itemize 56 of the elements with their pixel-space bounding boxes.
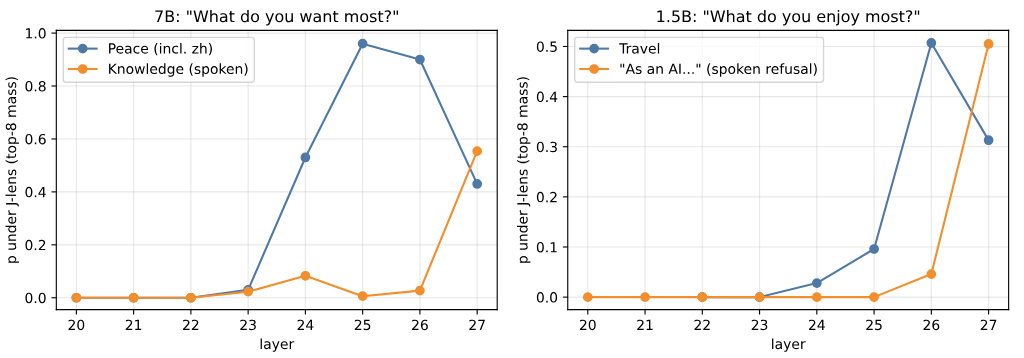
point (357, 38, 368, 49)
x-tick-label: 27 (469, 319, 485, 330)
point (415, 285, 425, 296)
x-axis-title: layer (260, 338, 295, 352)
point (640, 292, 650, 302)
legend-label: Peace (incl. zh) (109, 42, 212, 56)
point (811, 292, 822, 302)
x-tick-label: 23 (751, 319, 768, 331)
point (582, 292, 593, 302)
y-axis-title: p under J-lens (top-8 mass) (5, 77, 19, 263)
point (300, 270, 311, 281)
y-tick-label: 0.1 (536, 241, 557, 253)
y-tick-label: 0.3 (536, 141, 557, 153)
x-tick-label: 24 (297, 319, 314, 330)
x-axis-title: layer (772, 338, 806, 352)
x-tick-label: 26 (923, 319, 940, 331)
x-tick-label: 26 (412, 319, 428, 331)
x-tick-label: 27 (980, 319, 997, 330)
y-tick-label: 0.5 (536, 41, 557, 52)
point (869, 244, 879, 254)
point (415, 54, 425, 65)
y-tick-label: 0.2 (25, 239, 46, 251)
y-tick-label: 0.2 (536, 191, 557, 203)
chart-title: 1.5B: "What do you enjoy most?" (657, 9, 920, 26)
x-tick-label: 20 (68, 319, 85, 331)
point (983, 135, 994, 146)
point (472, 146, 483, 156)
x-tick-label: 21 (637, 319, 653, 330)
x-tick-label: 23 (240, 319, 256, 331)
y-axis-title: p under J-lens (top-8 mass) (516, 77, 531, 263)
legend-label: Knowledge (spoken) (109, 63, 248, 77)
point (811, 278, 822, 288)
point (472, 179, 483, 189)
x-tick-label: 22 (183, 319, 199, 330)
y-tick-label: 0.8 (25, 80, 46, 92)
x-tick-label: 22 (694, 319, 710, 330)
x-tick-label: 25 (866, 319, 882, 331)
x-tick-label: 20 (579, 319, 596, 331)
x-tick-label: 25 (354, 319, 371, 331)
chart-title: 7B: "What do you want most?" (155, 9, 398, 26)
point (983, 39, 994, 49)
legend-label: Travel (619, 42, 660, 54)
point (357, 291, 368, 302)
x-tick-label: 21 (125, 319, 142, 330)
y-tick-label: 0.4 (536, 91, 558, 103)
y-tick-label: 0.0 (536, 292, 558, 303)
y-tick-label: 0.6 (25, 133, 46, 145)
point (926, 38, 937, 48)
point (869, 292, 879, 302)
legend-label: "As an AI..." (spoken refusal) (620, 63, 817, 77)
x-tick-label: 24 (809, 319, 825, 330)
point (300, 152, 311, 163)
y-tick-label: 1.0 (26, 28, 46, 39)
y-tick-label: 0.4 (25, 186, 46, 198)
y-tick-label: 0.0 (25, 292, 46, 304)
point (926, 269, 937, 279)
